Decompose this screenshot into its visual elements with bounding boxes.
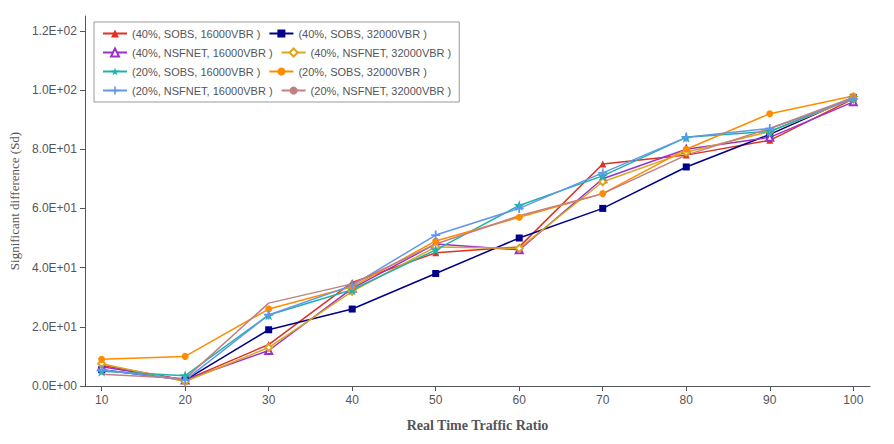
svg-text:(40%, SOBS, 32000VBR ): (40%, SOBS, 32000VBR ) — [298, 28, 426, 40]
svg-text:1.2E+02: 1.2E+02 — [32, 24, 77, 38]
svg-text:8.0E+01: 8.0E+01 — [32, 142, 77, 156]
svg-text:50: 50 — [429, 393, 443, 407]
svg-text:(20%, SOBS, 32000VBR ): (20%, SOBS, 32000VBR ) — [298, 66, 426, 78]
svg-text:(20%, NSFNET, 32000VBR ): (20%, NSFNET, 32000VBR ) — [311, 85, 452, 97]
svg-text:(40%, NSFNET, 32000VBR ): (40%, NSFNET, 32000VBR ) — [311, 47, 452, 59]
svg-text:6.0E+01: 6.0E+01 — [32, 201, 77, 215]
svg-text:Significant difference (Sd): Significant difference (Sd) — [7, 132, 22, 270]
svg-text:(20%, NSFNET, 16000VBR ): (20%, NSFNET, 16000VBR ) — [132, 85, 273, 97]
svg-text:90: 90 — [763, 393, 777, 407]
svg-text:60: 60 — [513, 393, 527, 407]
svg-text:(40%, SOBS, 16000VBR ): (40%, SOBS, 16000VBR ) — [132, 28, 260, 40]
svg-text:4.0E+01: 4.0E+01 — [32, 261, 77, 275]
svg-text:(20%, SOBS, 16000VBR ): (20%, SOBS, 16000VBR ) — [132, 66, 260, 78]
svg-text:100: 100 — [843, 393, 863, 407]
svg-text:0.0E+00: 0.0E+00 — [32, 379, 77, 393]
svg-text:80: 80 — [680, 393, 694, 407]
svg-text:2.0E+01: 2.0E+01 — [32, 320, 77, 334]
svg-text:10: 10 — [95, 393, 109, 407]
svg-text:30: 30 — [262, 393, 276, 407]
svg-text:1.0E+02: 1.0E+02 — [32, 83, 77, 97]
svg-text:40: 40 — [346, 393, 360, 407]
svg-text:20: 20 — [178, 393, 192, 407]
svg-text:Real Time Traffic Ratio: Real Time Traffic Ratio — [407, 418, 549, 433]
svg-text:70: 70 — [596, 393, 610, 407]
svg-text:(40%, NSFNET, 16000VBR ): (40%, NSFNET, 16000VBR ) — [132, 47, 273, 59]
